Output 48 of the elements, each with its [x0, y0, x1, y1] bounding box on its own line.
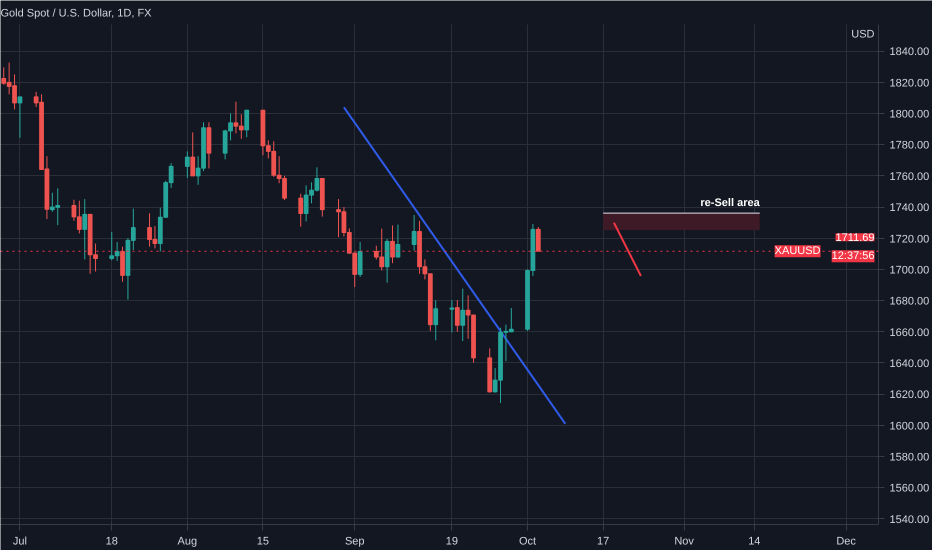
y-tick-label: 1660.00	[890, 326, 930, 339]
candlestick	[120, 246, 125, 282]
y-tick-label: 1640.00	[890, 358, 930, 370]
x-tick-label: 17	[596, 536, 610, 548]
y-tick-label: 1680.00	[890, 296, 930, 308]
candlestick	[184, 150, 190, 178]
candlestick	[536, 226, 541, 252]
candlestick	[390, 224, 395, 264]
x-tick-label: Aug	[178, 536, 198, 548]
x-tick-label: Sep	[344, 536, 365, 548]
y-tick-label: 1760.00	[890, 170, 930, 183]
chart-title: Gold Spot / U.S. Dollar, 1D, FX	[0, 8, 152, 20]
candlestick	[358, 241, 363, 278]
x-tick-label: Nov	[674, 536, 694, 548]
candlestick	[412, 214, 417, 252]
y-tick-label: 1600.00	[890, 420, 930, 432]
y-tick-label: 1700.00	[890, 264, 930, 276]
candlestick	[190, 132, 196, 176]
y-tick-label: 1780.00	[890, 140, 930, 152]
x-tick-label: Dec	[836, 536, 856, 548]
candlestick	[82, 198, 88, 260]
y-axis-title: USD	[851, 28, 875, 40]
ref-line-label: XAUUSD	[774, 245, 821, 258]
y-tick-label: 1560.00	[890, 482, 930, 495]
y-tick-label: 1740.00	[890, 202, 930, 214]
y-tick-label: 1820.00	[890, 77, 930, 90]
candlestick	[460, 288, 466, 342]
candlestick	[18, 96, 22, 138]
x-tick-label: 18	[106, 536, 118, 548]
y-tick-label: 1580.00	[890, 452, 930, 464]
x-tick-label: Oct	[518, 536, 536, 548]
y-tick-label: 1620.00	[890, 389, 930, 402]
x-tick-label: Jul	[12, 536, 27, 548]
y-tick-label: 1540.00	[890, 514, 930, 526]
y-tick-label: 1720.00	[890, 233, 930, 246]
candlestick	[298, 193, 304, 228]
y-tick-label: 1800.00	[890, 108, 930, 121]
candlestick	[244, 109, 250, 138]
candlestick	[433, 300, 438, 341]
x-tick-label: 15	[256, 536, 270, 548]
candlestick	[396, 224, 400, 258]
x-tick-label: 19	[446, 536, 458, 548]
candlestick	[454, 300, 460, 332]
y-tick-label: 1840.00	[890, 46, 930, 58]
candlestick	[450, 300, 454, 333]
x-tick-label: 14	[748, 536, 760, 548]
annotation: 12:37:56	[832, 250, 875, 262]
series-label: re-Sell area	[700, 197, 761, 210]
